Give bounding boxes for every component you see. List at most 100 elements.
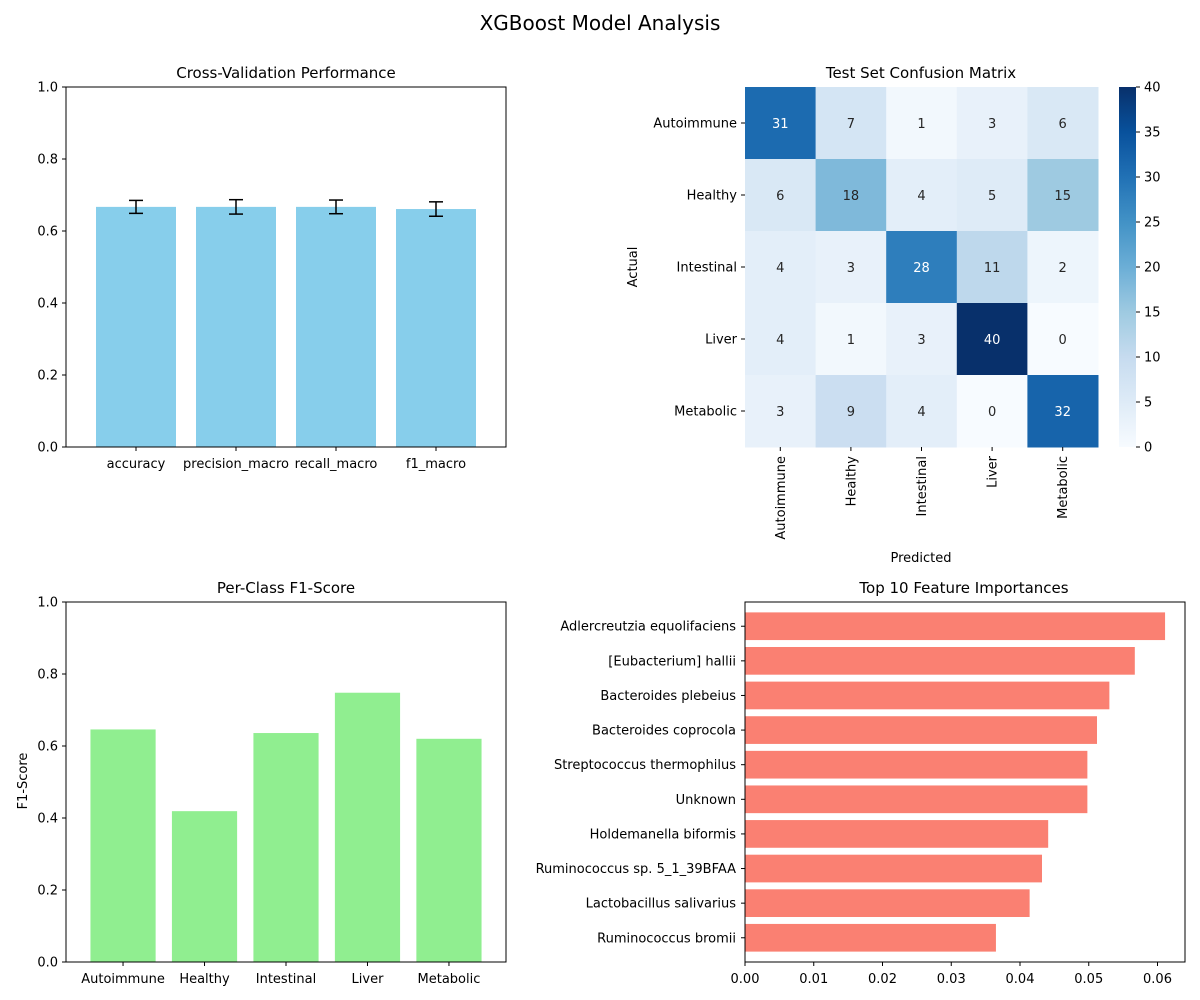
confusion-matrix-cell [956, 159, 1028, 232]
feature-importance-bar [745, 681, 1110, 710]
confusion-matrix-cell-label: 4 [917, 189, 925, 204]
cv-x-tick-label: precision_macro [183, 457, 289, 472]
f1-chart-ylabel: F1-Score [16, 753, 31, 810]
confusion-matrix-y-tick-label: Autoimmune [653, 117, 737, 132]
feature-importance-y-tick-label: Streptococcus thermophilus [554, 758, 736, 773]
confusion-matrix-cell-label: 15 [1054, 189, 1071, 204]
cv-y-tick-label: 0.0 [37, 441, 58, 456]
confusion-matrix-ylabel: Actual [626, 247, 641, 288]
cv-axes-frame [65, 86, 507, 448]
confusion-matrix-x-tick-label: Autoimmune [774, 456, 789, 540]
confusion-matrix-cell-label: 6 [776, 189, 784, 204]
f1-x-tick-label: Intestinal [256, 972, 316, 987]
feature-importance-bar [745, 716, 1097, 744]
confusion-matrix-cell [745, 375, 817, 448]
feature-importance-y-tick-label: Lactobacillus salivarius [586, 897, 737, 912]
confusion-matrix-cell [815, 375, 887, 448]
f1-y-tick-label: 0.4 [37, 812, 58, 827]
confusion-matrix-cell-label: 31 [772, 117, 789, 132]
confusion-matrix-x-tick-label: Metabolic [1056, 456, 1071, 519]
cv-bar [96, 206, 176, 447]
cv-bar [196, 206, 276, 447]
colorbar-tick-label: 10 [1144, 351, 1161, 366]
confusion-matrix-cell-label: 11 [984, 261, 1001, 276]
confusion-matrix-cell-label: 5 [988, 189, 996, 204]
confusion-matrix-cell-label: 28 [913, 261, 930, 276]
colorbar-tick-label: 0 [1144, 441, 1152, 456]
confusion-matrix-chart: Test Set Confusion Matrix Predicted Actu… [626, 64, 1161, 566]
confusion-matrix-cell-label: 3 [847, 261, 855, 276]
confusion-matrix-cell-label: 3 [776, 405, 784, 420]
confusion-matrix-title: Test Set Confusion Matrix [825, 64, 1016, 82]
f1-chart-title: Per-Class F1-Score [217, 579, 355, 597]
confusion-matrix-cell [956, 231, 1028, 304]
cv-x-tick-label: accuracy [107, 457, 166, 472]
confusion-matrix-cell [886, 159, 958, 232]
cv-bar [396, 209, 476, 447]
colorbar-tick-label: 30 [1144, 171, 1161, 186]
feature-importance-y-tick-label: Holdemanella biformis [590, 827, 737, 842]
feature-importance-axes-frame [744, 601, 1186, 963]
confusion-matrix-cell [1027, 159, 1099, 232]
colorbar [1119, 87, 1136, 447]
feature-importance-bar [745, 647, 1135, 675]
confusion-matrix-cell-label: 0 [1059, 333, 1067, 348]
f1-y-tick-label: 0.2 [37, 884, 58, 899]
feature-importance-bar [745, 820, 1049, 848]
confusion-matrix-cell-label: 4 [776, 261, 784, 276]
feature-importance-y-tick-label: Unknown [676, 793, 736, 808]
confusion-matrix-x-tick-label: Intestinal [915, 456, 930, 516]
confusion-matrix-cell [886, 231, 958, 304]
f1-y-tick-label: 0.0 [37, 956, 58, 971]
f1-y-tick-label: 0.6 [37, 740, 58, 755]
f1-y-tick-label: 0.8 [37, 668, 58, 683]
confusion-matrix-cell [745, 303, 817, 376]
colorbar-tick-label: 20 [1144, 261, 1161, 276]
f1-bar [416, 738, 482, 962]
confusion-matrix-cell [815, 231, 887, 304]
confusion-matrix-cell [1027, 87, 1099, 160]
confusion-matrix-y-tick-label: Intestinal [677, 261, 737, 276]
cv-y-tick-label: 0.8 [37, 153, 58, 168]
colorbar-tick-label: 40 [1144, 81, 1161, 96]
confusion-matrix-cell-label: 7 [847, 117, 855, 132]
f1-bar [334, 692, 401, 962]
confusion-matrix-cell [956, 303, 1028, 376]
confusion-matrix-cell-label: 9 [847, 405, 855, 420]
cv-y-tick-label: 0.2 [37, 369, 58, 384]
feature-importance-x-tick-label: 0.00 [731, 972, 760, 987]
f1-x-tick-label: Autoimmune [81, 972, 165, 987]
per-class-f1-chart: Per-Class F1-Score F1-Score Autoimmune He… [16, 579, 507, 987]
confusion-matrix-cell-label: 4 [776, 333, 784, 348]
confusion-matrix-cell [1027, 303, 1099, 376]
confusion-matrix-cell [1027, 231, 1099, 304]
colorbar-tick-label: 5 [1144, 396, 1152, 411]
confusion-matrix-cell-label: 32 [1054, 405, 1071, 420]
cv-y-tick-label: 1.0 [37, 81, 58, 96]
cv-performance-chart: Cross-Validation Performance accuracy pre… [37, 64, 507, 472]
confusion-matrix-cell [956, 375, 1028, 448]
colorbar-tick-label: 25 [1144, 216, 1161, 231]
confusion-matrix-y-tick-label: Liver [705, 333, 738, 348]
feature-importance-y-tick-label: Ruminococcus sp. 5_1_39BFAA [536, 862, 737, 877]
confusion-matrix-cell [815, 87, 887, 160]
feature-importance-x-tick-label: 0.02 [868, 972, 897, 987]
confusion-matrix-cell [886, 375, 958, 448]
feature-importance-bar [745, 612, 1166, 641]
feature-importance-bar [745, 750, 1088, 779]
confusion-matrix-y-tick-label: Healthy [687, 189, 738, 204]
confusion-matrix-cell [956, 87, 1028, 160]
feature-importance-y-tick-label: Bacteroides plebeius [600, 689, 736, 704]
confusion-matrix-cell-label: 3 [917, 333, 925, 348]
confusion-matrix-cell [886, 303, 958, 376]
confusion-matrix-cell-label: 2 [1059, 261, 1067, 276]
colorbar-tick-label: 35 [1144, 126, 1161, 141]
cv-bar [296, 206, 376, 447]
f1-y-tick-label: 1.0 [37, 596, 58, 611]
confusion-matrix-xlabel: Predicted [890, 551, 951, 566]
feature-importance-bar [745, 923, 996, 952]
confusion-matrix-cell [745, 231, 817, 304]
confusion-matrix-cell [745, 159, 817, 232]
feature-importance-y-tick-label: Adlercreutzia equolifaciens [560, 620, 736, 635]
